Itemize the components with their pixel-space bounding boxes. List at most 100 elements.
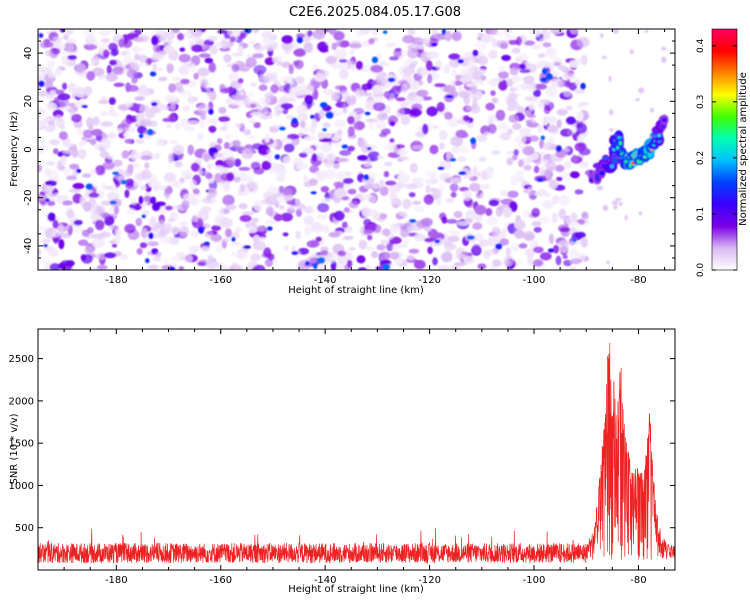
- heatmap-cell: [478, 156, 487, 162]
- heatmap-cell: [108, 224, 120, 231]
- heatmap-cell: [477, 263, 487, 270]
- heatmap-cell: [135, 217, 143, 227]
- heatmap-cell: [109, 29, 118, 33]
- heatmap-cell: [114, 228, 122, 237]
- heatmap-cell: [218, 106, 227, 114]
- heatmap-cell: [328, 231, 341, 238]
- heatmap-cell: [414, 232, 425, 242]
- heatmap-cell: [303, 215, 315, 226]
- heatmap-cell: [337, 250, 347, 257]
- heatmap-cell: [213, 152, 224, 158]
- heatmap-cell: [230, 251, 237, 257]
- heatmap-cell: [223, 87, 236, 94]
- heatmap-cell: [581, 237, 588, 248]
- heatmap-cell: [141, 169, 152, 180]
- heatmap-cell: [130, 197, 138, 206]
- heatmap-cell: [316, 69, 329, 79]
- heatmap-cell: [569, 171, 580, 179]
- heatmap-cell: [609, 164, 615, 169]
- heatmap-cell: [459, 68, 470, 77]
- heatmap-cell: [386, 241, 394, 252]
- heatmap-cell: [271, 72, 278, 82]
- heatmap-cell: [558, 208, 567, 220]
- heatmap-cell: [112, 159, 123, 167]
- heatmap-cell: [113, 234, 122, 244]
- heatmap-cell: [197, 261, 207, 266]
- heatmap-cell: [523, 164, 532, 171]
- heatmap-cell: [147, 264, 159, 270]
- heatmap-cell: [182, 105, 191, 112]
- heatmap-cell: [106, 64, 112, 75]
- heatmap-cell: [523, 75, 535, 85]
- heatmap-cell: [223, 181, 231, 192]
- heatmap-cell: [444, 30, 452, 42]
- heatmap-cell: [537, 53, 546, 58]
- heatmap-cell: [400, 101, 409, 108]
- heatmap-cell: [486, 216, 498, 226]
- heatmap-cell: [458, 171, 467, 176]
- heatmap-cell: [165, 205, 173, 211]
- heatmap-cell: [565, 116, 576, 125]
- heatmap-cell: [64, 141, 74, 148]
- heatmap-cell: [379, 186, 389, 196]
- heatmap-cell: [119, 254, 129, 260]
- heatmap-cell: [258, 236, 267, 243]
- heatmap-cell: [526, 120, 533, 127]
- heatmap-cell: [267, 253, 275, 261]
- heatmap-cell: [84, 44, 98, 50]
- heatmap-cell: [197, 104, 210, 114]
- heatmap-cell: [92, 59, 100, 64]
- snr-panel: -180 -160 -140 -120 -100 -80 500 1000 1500 2000 25…: [9, 328, 676, 595]
- heatmap-cell: [411, 145, 425, 150]
- heatmap-cell: [340, 90, 350, 101]
- heatmap-cell: [83, 29, 97, 37]
- heatmap-cell: [402, 198, 411, 210]
- heatmap-cell: [184, 126, 195, 132]
- heatmap-cell: [249, 135, 256, 140]
- heatmap-cell: [258, 84, 268, 91]
- heatmap-cell: [347, 126, 355, 137]
- heatmap-cell: [46, 185, 53, 196]
- heatmap-cell: [547, 248, 555, 253]
- heatmap-cell: [124, 189, 130, 198]
- y-tick-label: 1500: [9, 439, 34, 450]
- heatmap-cell: [471, 243, 482, 255]
- heatmap-cell: [365, 246, 375, 251]
- heatmap-cell: [524, 61, 531, 67]
- heatmap-cell: [556, 176, 563, 182]
- heatmap-cell: [371, 29, 379, 36]
- heatmap-cell: [503, 29, 511, 36]
- heatmap-cell: [376, 112, 388, 121]
- heatmap-cell: [422, 123, 429, 135]
- heatmap-cell: [159, 235, 173, 245]
- heatmap-cell: [113, 33, 122, 41]
- heatmap-cell: [100, 138, 112, 149]
- heatmap-cell: [105, 73, 118, 82]
- heatmap-cell: [64, 42, 75, 53]
- heatmap-cell: [187, 96, 197, 104]
- heatmap-cell: [328, 29, 337, 35]
- heatmap-cell: [347, 115, 355, 125]
- heatmap-cell: [112, 66, 125, 75]
- heatmap-cell: [203, 241, 210, 246]
- heatmap-cell: [515, 36, 523, 46]
- heatmap-cell: [560, 171, 573, 182]
- heatmap-cell: [266, 206, 274, 216]
- heatmap-cell: [310, 114, 315, 119]
- heatmap-cell: [118, 37, 125, 48]
- heatmap-cell: [353, 121, 366, 131]
- heatmap-cell: [88, 192, 100, 198]
- heatmap-cell: [349, 40, 362, 50]
- heatmap-cell: [322, 88, 334, 95]
- heatmap-cell: [143, 195, 150, 202]
- heatmap-cell: [222, 194, 235, 206]
- heatmap-cell: [291, 117, 298, 125]
- heatmap-cell: [563, 90, 573, 98]
- heatmap-cell: [472, 71, 484, 80]
- heatmap-cell: [221, 237, 231, 243]
- heatmap-cell: [53, 148, 59, 155]
- heatmap-cell: [501, 54, 511, 62]
- heatmap-cell: [376, 244, 386, 251]
- heatmap-cell: [537, 102, 545, 109]
- snr-ylabel: SNR (10 * v/v): [9, 413, 20, 484]
